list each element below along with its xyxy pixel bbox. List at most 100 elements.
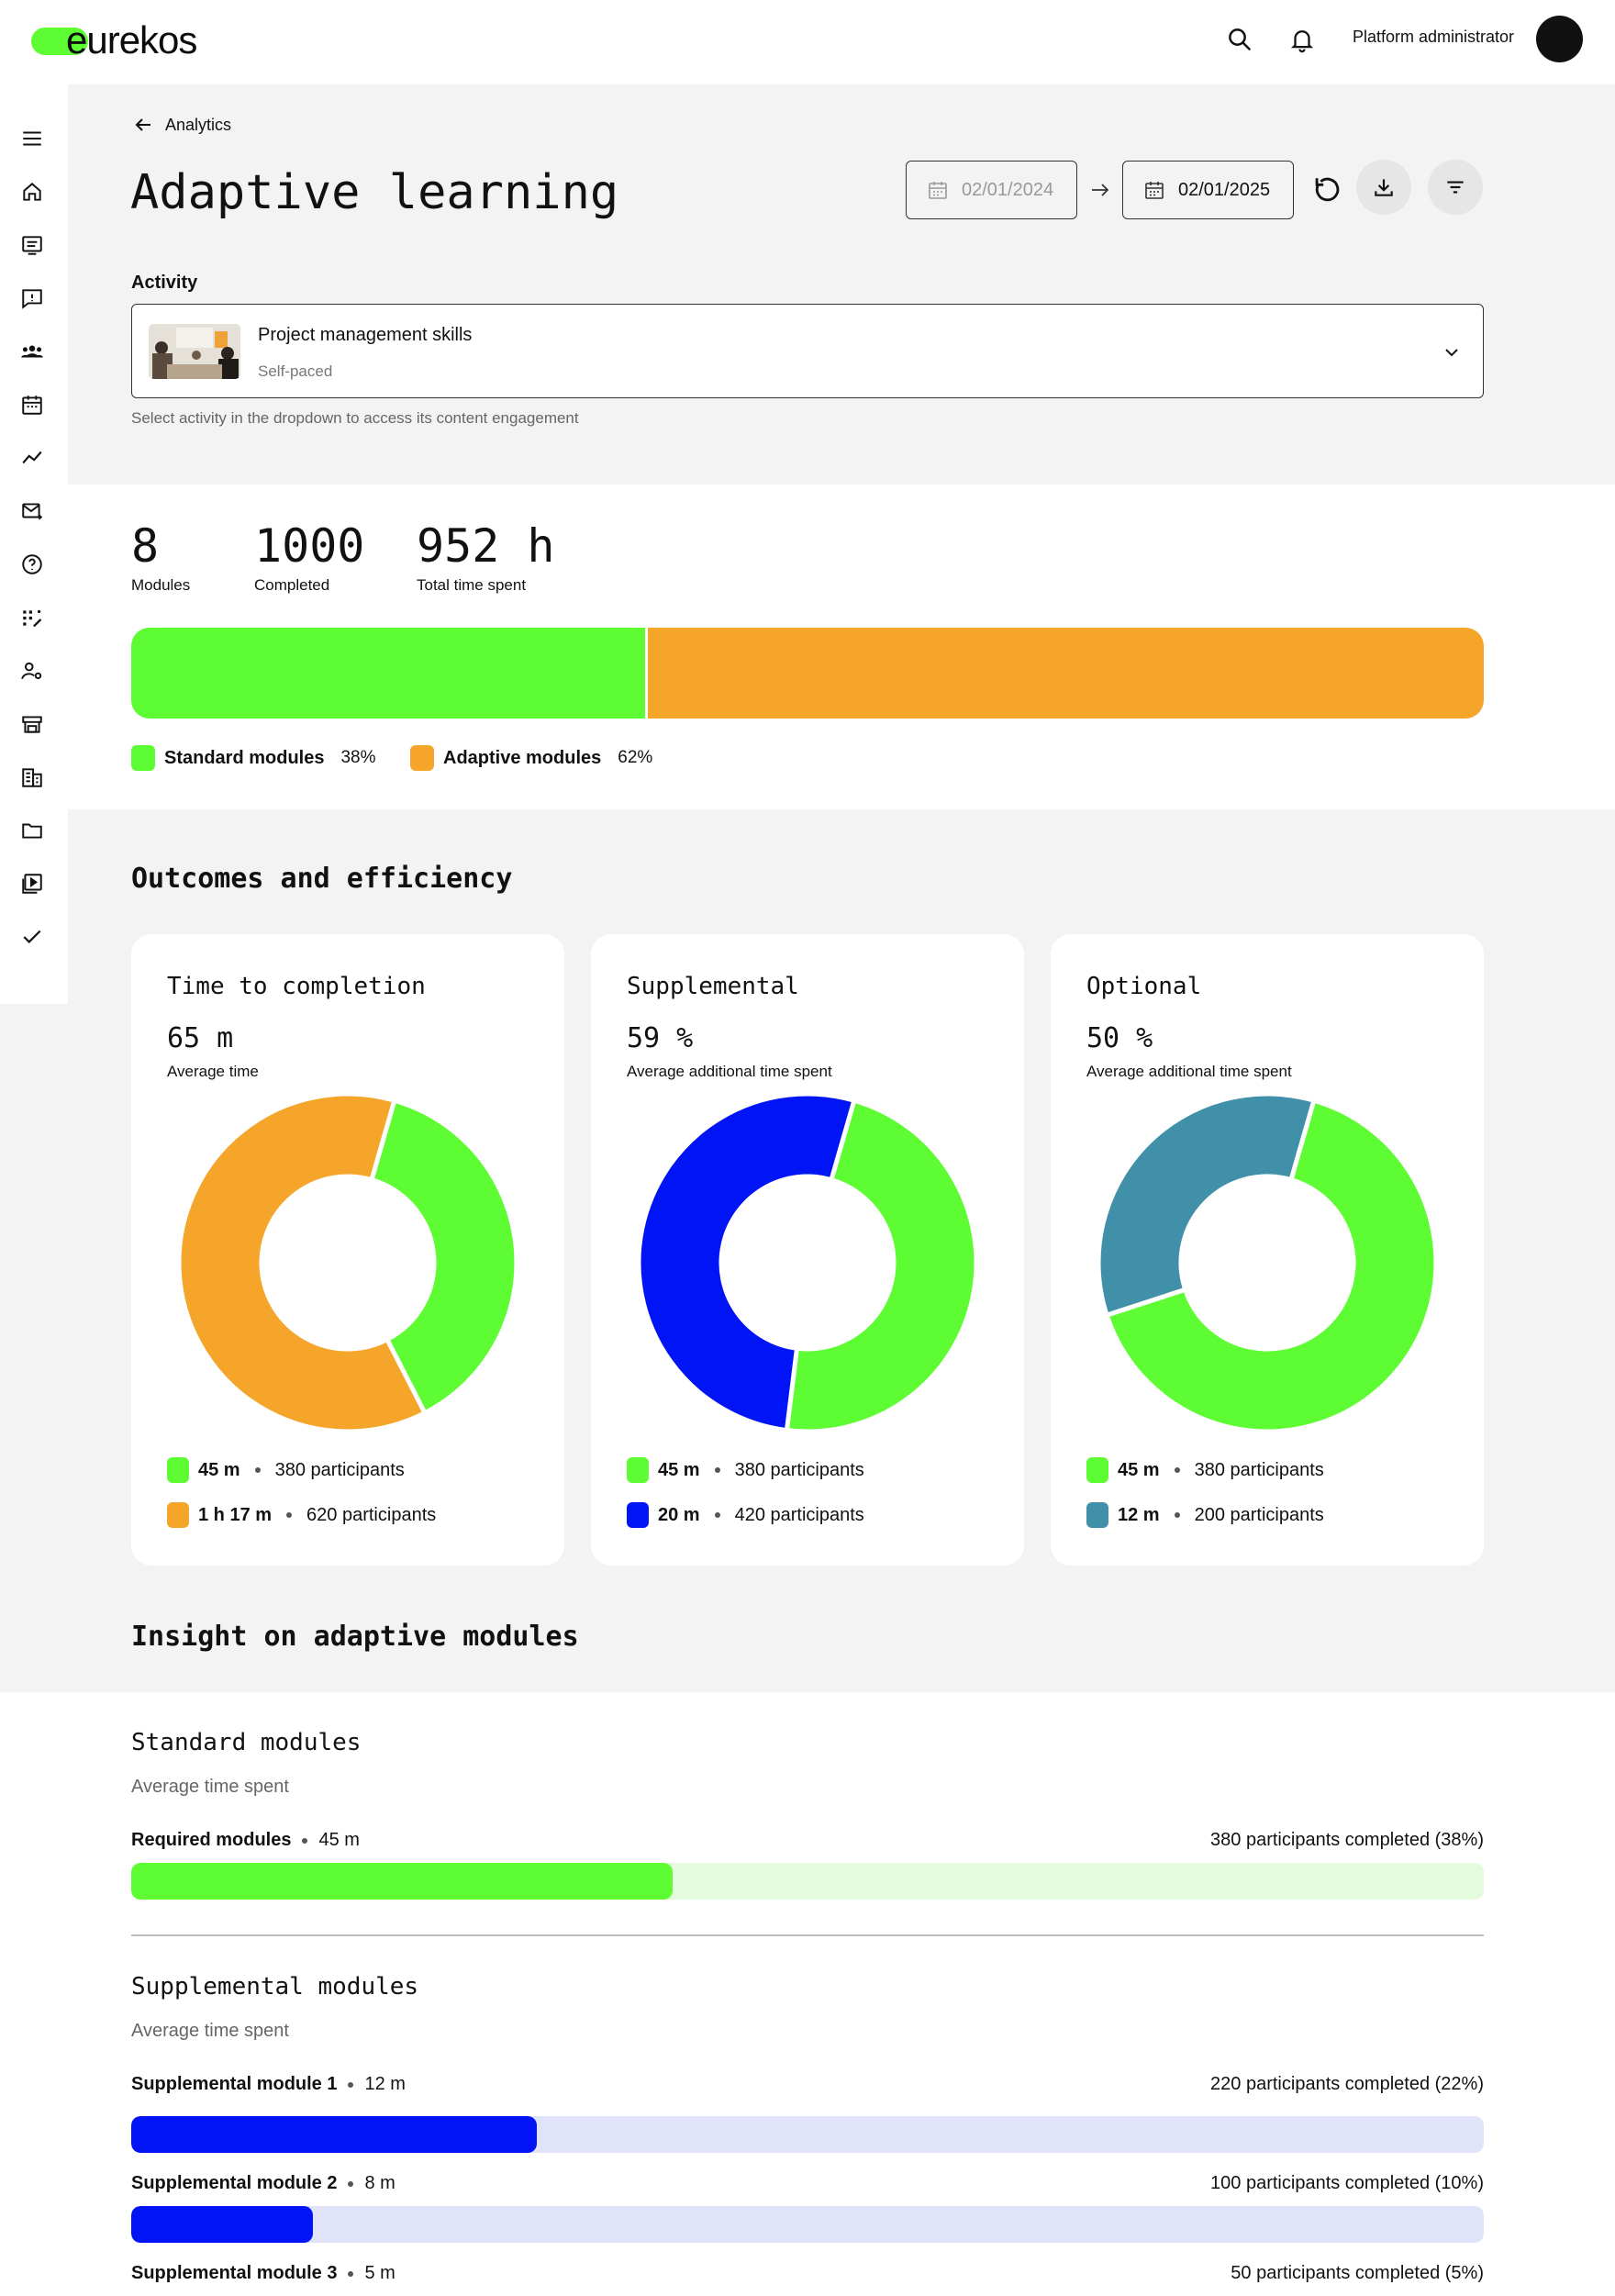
legend-time: 45 m <box>1118 1459 1160 1480</box>
standard-modules-segment <box>131 628 646 719</box>
legend-item: 45 m 380 participants <box>627 1457 864 1483</box>
module-split-bar <box>131 628 1484 719</box>
legend-participants: 380 participants <box>274 1459 405 1480</box>
legend-label: Standard modules <box>164 747 325 768</box>
module-completed: 50 participants completed (5%) <box>1231 2263 1484 2283</box>
supplemental-modules-title: Supplemental modules <box>131 1973 419 2001</box>
user-name[interactable]: Platform administrator <box>1353 28 1515 46</box>
back-link[interactable]: Analytics <box>132 114 231 136</box>
stat-total-time: 952 h Total time spent <box>417 519 555 595</box>
legend-percent: 62% <box>618 748 653 767</box>
legend-item: 45 m 380 participants <box>167 1457 405 1483</box>
calendar-icon[interactable] <box>18 391 46 418</box>
mail-icon[interactable] <box>18 497 46 525</box>
refresh-icon[interactable] <box>1310 174 1342 206</box>
date-to-field[interactable]: 02/01/2025 <box>1122 161 1294 219</box>
chevron-down-icon <box>1445 349 1458 357</box>
legend-item: 12 m 200 participants <box>1086 1502 1324 1528</box>
check-icon[interactable] <box>18 923 46 951</box>
filter-button[interactable] <box>1428 160 1483 215</box>
legend-swatch <box>627 1502 649 1528</box>
logo-pill <box>31 28 88 55</box>
card-time-to-completion: Time to completion 65 m Average time 45 … <box>131 934 564 1566</box>
calendar-icon <box>929 182 947 199</box>
bell-icon[interactable] <box>1288 26 1316 53</box>
activity-select[interactable]: Project management skills Self-paced <box>131 304 1484 398</box>
stat-value: 8 <box>131 519 160 573</box>
outcomes-title: Outcomes and efficiency <box>131 863 513 895</box>
module-completed: 380 participants completed (38%) <box>1210 1830 1484 1850</box>
download-button[interactable] <box>1356 160 1411 215</box>
legend-percent: 38% <box>340 748 376 767</box>
separator-dot <box>1174 1467 1180 1473</box>
stat-value: 1000 <box>254 519 365 573</box>
help-icon[interactable] <box>18 551 46 578</box>
meeting-photo-icon <box>149 324 240 379</box>
activity-help-text: Select activity in the dropdown to acces… <box>131 409 579 427</box>
standard-caption: Average time spent <box>131 1777 289 1797</box>
date-from-value: 02/01/2024 <box>962 179 1054 200</box>
separator-dot <box>348 2180 354 2187</box>
separator-dot <box>348 2081 354 2088</box>
separator-dot <box>1174 1512 1180 1518</box>
logo[interactable]: eurekos <box>31 18 197 61</box>
supplemental-module-1-label: Supplemental module 1 12 m <box>131 2074 406 2095</box>
building-icon[interactable] <box>18 763 46 791</box>
filter-icon <box>1447 181 1464 194</box>
separator-dot <box>286 1512 293 1518</box>
legend-adaptive: Adaptive modules 62% <box>410 745 652 771</box>
back-label: Analytics <box>165 115 232 134</box>
arrow-left-icon <box>135 118 150 131</box>
activity-name: Project management skills <box>258 325 473 345</box>
menu-icon[interactable] <box>18 125 46 152</box>
arrow-right-icon <box>1092 184 1109 196</box>
module-time: 12 m <box>364 2074 406 2094</box>
magic-icon[interactable] <box>18 604 46 631</box>
adaptive-modules-segment <box>648 628 1484 719</box>
stat-label: Total time spent <box>417 576 527 594</box>
stat-completed: 1000 Completed <box>254 519 364 595</box>
module-name: Supplemental module 2 <box>131 2173 338 2193</box>
legend-swatch <box>1086 1502 1108 1528</box>
standard-modules-title: Standard modules <box>131 1729 362 1756</box>
legend-swatch <box>131 745 155 771</box>
separator-dot <box>254 1467 261 1473</box>
donut-chart <box>1097 1092 1438 1433</box>
required-modules-label: Required modules 45 m <box>131 1830 360 1851</box>
search-icon[interactable] <box>1226 26 1253 53</box>
home-icon[interactable] <box>18 178 46 206</box>
legend-standard: Standard modules 38% <box>131 745 376 771</box>
date-from-field[interactable]: 02/01/2024 <box>906 161 1077 219</box>
progress-track <box>131 2116 1484 2153</box>
legend-swatch <box>167 1502 189 1528</box>
legend-item: 1 h 17 m 620 participants <box>167 1502 436 1528</box>
legend-swatch <box>410 745 434 771</box>
legend-item: 20 m 420 participants <box>627 1502 864 1528</box>
store-icon[interactable] <box>18 710 46 738</box>
module-completed: 220 participants completed (22%) <box>1210 2074 1484 2094</box>
legend-time: 45 m <box>198 1459 240 1480</box>
courses-icon[interactable] <box>18 231 46 259</box>
header-area <box>68 84 1615 485</box>
folder-icon[interactable] <box>18 817 46 844</box>
donut-slice <box>784 1098 978 1433</box>
calendar-icon <box>1145 182 1164 199</box>
legend-item: 45 m 380 participants <box>1086 1457 1324 1483</box>
progress-fill <box>131 2116 538 2153</box>
analytics-icon[interactable] <box>18 444 46 472</box>
card-value: 50 % <box>1086 1022 1153 1054</box>
legend-time: 1 h 17 m <box>198 1504 273 1525</box>
supplemental-module-2-label: Supplemental module 2 8 m <box>131 2173 395 2194</box>
avatar[interactable] <box>1536 16 1583 62</box>
card-supplemental: Supplemental 59 % Average additional tim… <box>591 934 1024 1566</box>
user-settings-icon[interactable] <box>18 657 46 685</box>
media-icon[interactable] <box>18 870 46 897</box>
donut-slice <box>1097 1092 1317 1319</box>
feedback-icon[interactable] <box>18 284 46 312</box>
card-caption: Average additional time spent <box>627 1063 832 1080</box>
users-icon[interactable] <box>18 338 46 365</box>
donut-slice <box>1103 1098 1438 1433</box>
module-time: 45 m <box>318 1830 360 1850</box>
card-caption: Average time <box>167 1063 259 1080</box>
supplemental-caption: Average time spent <box>131 2021 289 2041</box>
